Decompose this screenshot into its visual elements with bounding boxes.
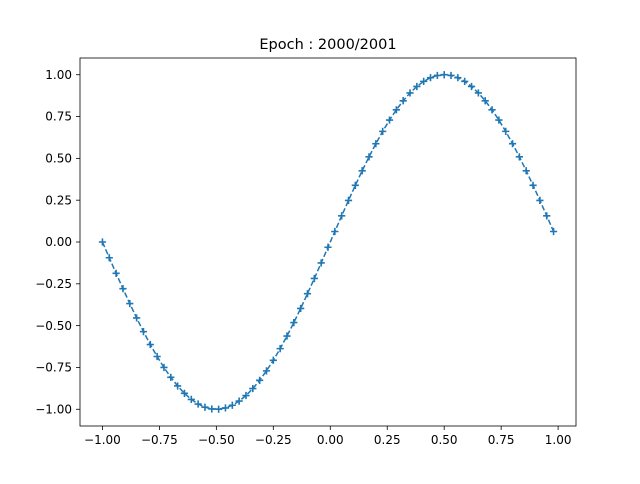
data-point-marker (536, 196, 544, 204)
data-point-marker (208, 405, 216, 413)
data-point-marker (474, 89, 482, 97)
data-point-marker (440, 71, 448, 79)
data-point-marker (495, 116, 503, 124)
data-point-marker (467, 82, 476, 91)
data-point-marker (126, 299, 134, 308)
data-point-marker (98, 238, 107, 246)
data-point-marker (133, 314, 141, 322)
y-tick-label: −0.75 (35, 361, 72, 375)
data-point-marker (461, 77, 469, 85)
data-point-marker (447, 71, 455, 80)
data-point-marker (502, 127, 510, 135)
x-axis-ticks: −1.00 −0.75 −0.50 −0.25 0.00 0.25 0.50 0.75 1.00 (84, 426, 571, 447)
y-tick-label: 1.00 (45, 68, 72, 82)
data-point-marker (119, 285, 127, 293)
data-point-marker (351, 181, 359, 189)
data-point-marker (297, 304, 305, 313)
data-point-marker (549, 227, 558, 236)
data-point-marker (221, 404, 230, 412)
y-tick-label: 0.75 (45, 110, 72, 124)
data-point-marker (167, 373, 175, 381)
data-point-marker (317, 259, 325, 267)
data-point-marker (406, 89, 414, 97)
x-tick-label: −1.00 (84, 433, 121, 447)
data-point-marker (372, 140, 380, 148)
data-point-marker (303, 290, 312, 298)
data-point-marker (139, 328, 148, 336)
data-point-marker (481, 97, 489, 105)
data-point-marker (262, 367, 271, 375)
data-point-marker (413, 82, 421, 91)
data-point-marker (194, 400, 202, 408)
x-tick-label: 0.50 (431, 433, 458, 447)
data-point-marker (242, 391, 250, 400)
x-tick-label: −0.50 (198, 433, 235, 447)
data-point-marker (201, 403, 209, 411)
data-point-marker (215, 405, 223, 413)
data-point-marker (249, 384, 257, 393)
data-point-marker (365, 153, 373, 161)
data-point-marker (508, 140, 517, 148)
data-point-marker (153, 352, 161, 361)
data-point-marker (399, 97, 407, 105)
data-point-marker (310, 274, 318, 283)
data-point-marker (385, 116, 394, 124)
x-tick-label: 0.00 (317, 433, 344, 447)
data-point-marker (105, 254, 113, 262)
data-point-marker (543, 212, 551, 220)
data-point-marker (420, 77, 428, 85)
chart-title: Epoch : 2000/2001 (259, 37, 396, 53)
x-tick-label: 0.25 (374, 433, 401, 447)
data-point-marker (515, 153, 523, 161)
data-point-marker (522, 167, 530, 175)
data-point-marker (392, 106, 400, 114)
data-point-marker (488, 106, 496, 114)
data-point-marker (160, 363, 168, 372)
data-point-marker (256, 376, 264, 384)
x-tick-label: −0.25 (255, 433, 292, 447)
data-point-marker (276, 345, 284, 353)
x-tick-label: −0.75 (141, 433, 178, 447)
axes-frame (79, 57, 577, 427)
x-tick-label: 0.75 (488, 433, 515, 447)
data-point-marker (358, 167, 366, 175)
data-point-marker (228, 401, 236, 409)
data-point-marker (112, 269, 120, 277)
data-point-marker (235, 397, 243, 405)
y-tick-label: 0.50 (45, 152, 72, 166)
data-point-marker (269, 356, 277, 364)
y-tick-label: −0.25 (35, 277, 72, 291)
y-axis-ticks: 1.00 0.75 0.50 0.25 0.00 −0.25 −0.50 −0.75 −1.00 (35, 68, 80, 416)
data-point-marker (324, 243, 332, 251)
plot-area (98, 71, 558, 413)
data-point-marker (454, 74, 462, 82)
data-point-marker (338, 212, 346, 220)
data-point-marker (433, 71, 441, 80)
data-point-marker (174, 382, 182, 390)
data-point-marker (529, 181, 537, 189)
data-point-marker (344, 196, 353, 204)
y-tick-label: 0.00 (45, 235, 72, 249)
data-point-marker (379, 127, 387, 135)
data-point-marker (283, 332, 291, 340)
data-point-marker (187, 395, 195, 403)
data-point-marker (426, 74, 435, 82)
y-tick-label: −1.00 (35, 402, 72, 416)
x-tick-label: 1.00 (545, 433, 572, 447)
data-point-marker (290, 318, 298, 327)
data-point-marker (331, 227, 339, 236)
data-point-marker (146, 340, 154, 349)
y-tick-label: −0.50 (35, 319, 72, 333)
y-tick-label: 0.25 (45, 193, 72, 207)
data-point-marker (180, 389, 189, 397)
